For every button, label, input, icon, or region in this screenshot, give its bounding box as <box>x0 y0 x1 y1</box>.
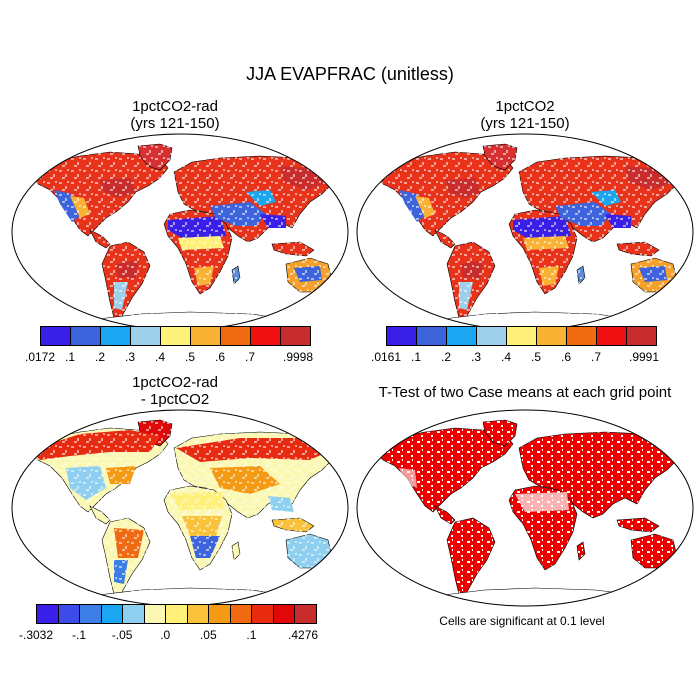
figure-title: JJA EVAPFRAC (unitless) <box>246 64 454 84</box>
colorbar-label: .2 <box>440 350 452 364</box>
colorbar-label: .6 <box>560 350 572 364</box>
colorbar-label: .0161 <box>370 350 402 364</box>
colorbar-label: -.3032 <box>18 628 54 642</box>
colorbar-swatch <box>208 604 231 624</box>
colorbar-swatch <box>272 604 296 624</box>
colorbar-swatch <box>386 326 417 346</box>
map-panel-2 <box>356 133 694 331</box>
colorbar-swatch <box>40 326 71 346</box>
colorbar-swatch <box>280 326 311 346</box>
colorbar-swatch <box>416 326 447 346</box>
colorbar-label: .4 <box>154 350 166 364</box>
colorbar-swatch <box>79 604 102 624</box>
colorbar-swatch <box>130 326 161 346</box>
map-panel-4 <box>356 409 694 607</box>
colorbar-label: .7 <box>590 350 602 364</box>
colorbar-swatch <box>566 326 597 346</box>
colorbar-swatch <box>36 604 59 624</box>
colorbar-panel-2: .0161 .1 .2 .3 .4 .5 .6 .7 .9991 <box>371 326 659 364</box>
colorbar-swatch <box>446 326 477 346</box>
colorbar-label: .5 <box>530 350 542 364</box>
colorbar-label: .2 <box>94 350 106 364</box>
panel-3-title-line1: 1pctCO2-rad <box>132 374 218 391</box>
panel-1-title-line1: 1pctCO2-rad <box>132 98 218 115</box>
colorbar-swatch <box>186 604 210 624</box>
colorbar-label: .7 <box>244 350 256 364</box>
colorbar-panel-1: .0172 .1 .2 .3 .4 .5 .6 .7 .9998 <box>25 326 313 364</box>
panel-2-title: 1pctCO2 (yrs 121-150) <box>365 98 685 132</box>
colorbar-label: .1 <box>410 350 422 364</box>
colorbar-label: .5 <box>184 350 196 364</box>
panel-1-title: 1pctCO2-rad (yrs 121-150) <box>15 98 335 132</box>
panel-4-title: T-Test of two Case means at each grid po… <box>335 384 700 401</box>
panel-2-title-line2: (yrs 121-150) <box>480 115 570 132</box>
colorbar-label: .1 <box>64 350 76 364</box>
colorbar-swatch <box>536 326 567 346</box>
colorbar-swatch <box>220 326 251 346</box>
colorbar-label: .05 <box>199 628 217 642</box>
colorbar-swatch <box>160 326 191 346</box>
colorbar-swatch <box>476 326 507 346</box>
colorbar-label: .1 <box>246 628 257 642</box>
colorbar-label: .0 <box>160 628 171 642</box>
colorbar-label: .3 <box>470 350 482 364</box>
panel-4-title-line1: T-Test of two Case means at each grid po… <box>378 384 672 401</box>
colorbar-swatch <box>596 326 627 346</box>
colorbar-swatch <box>100 326 131 346</box>
colorbar-swatch <box>294 604 317 624</box>
colorbar-swatch <box>70 326 101 346</box>
colorbar-label: -.05 <box>111 628 133 642</box>
panel-3-title: 1pctCO2-rad - 1pctCO2 <box>15 374 335 408</box>
colorbar-label: .9991 <box>628 350 660 364</box>
colorbar-label: -.1 <box>72 628 87 642</box>
colorbar-swatch <box>506 326 537 346</box>
colorbar-swatch <box>626 326 657 346</box>
colorbar-swatch <box>165 604 188 624</box>
panel-2-title-line1: 1pctCO2 <box>495 98 555 115</box>
map-panel-3 <box>11 409 349 607</box>
panel-1-title-line2: (yrs 121-150) <box>130 115 220 132</box>
colorbar-swatch <box>229 604 253 624</box>
significance-note: Cells are significant at 0.1 level <box>439 614 605 628</box>
colorbar-panel-3: -.3032 -.1 -.05 .0 .05 .1 .4276 <box>19 604 318 642</box>
panel-3-title-line2: - 1pctCO2 <box>140 391 210 408</box>
colorbar-swatch <box>100 604 124 624</box>
colorbar-label: .9998 <box>282 350 314 364</box>
colorbar-swatch <box>251 604 274 624</box>
colorbar-label: .3 <box>124 350 136 364</box>
colorbar-label: .0172 <box>24 350 56 364</box>
map-panel-1 <box>11 133 349 331</box>
colorbar-label: .4276 <box>288 628 319 642</box>
colorbar-label: .6 <box>214 350 226 364</box>
colorbar-swatch <box>190 326 221 346</box>
colorbar-swatch <box>122 604 145 624</box>
colorbar-swatch <box>57 604 81 624</box>
colorbar-label: .4 <box>500 350 512 364</box>
colorbar-swatch <box>250 326 281 346</box>
colorbar-swatch <box>143 604 167 624</box>
